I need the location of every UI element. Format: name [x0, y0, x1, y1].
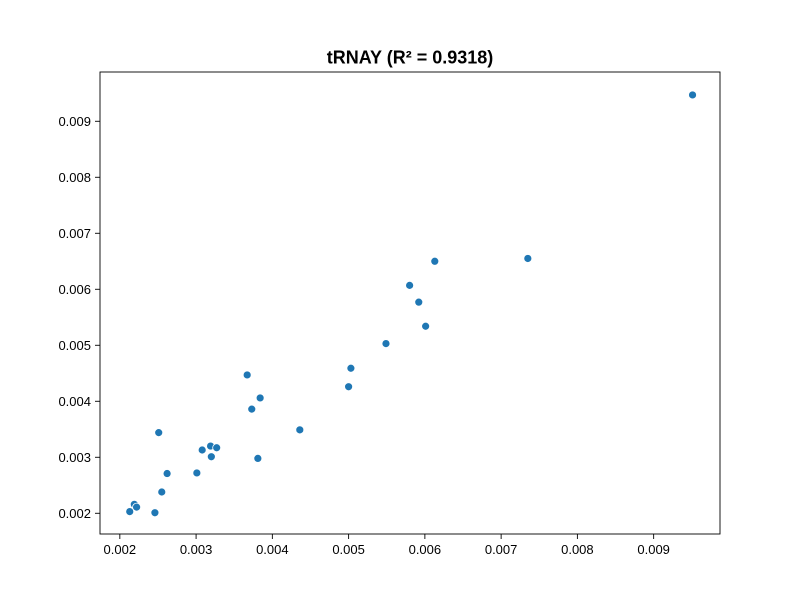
data-point: [430, 256, 440, 266]
data-point: [688, 90, 697, 100]
data-point: [206, 452, 216, 462]
data-point: [242, 370, 252, 380]
x-tick-label: 0.008: [561, 542, 594, 557]
data-point: [125, 507, 135, 517]
data-point: [162, 469, 172, 478]
chart-title: tRNAY (R² = 0.9318): [327, 48, 494, 68]
data-point: [346, 363, 356, 373]
data-point: [414, 297, 424, 307]
y-tick-label: 0.007: [58, 226, 91, 241]
data-point: [132, 502, 142, 512]
data-point: [344, 382, 354, 392]
x-tick-label: 0.006: [409, 542, 442, 557]
y-tick-label: 0.002: [58, 506, 91, 521]
x-tick-label: 0.007: [485, 542, 518, 557]
data-point: [157, 487, 167, 497]
x-tick-label: 0.004: [256, 542, 289, 557]
data-point: [523, 254, 533, 263]
y-tick-label: 0.003: [58, 450, 91, 465]
y-tick-label: 0.004: [58, 394, 91, 409]
data-point: [192, 468, 202, 478]
data-point: [247, 404, 257, 414]
data-point: [295, 425, 305, 435]
x-axis: 0.002 0.003 0.004 0.005 0.006 0.007 0.008 0.009: [104, 534, 670, 557]
data-point: [154, 428, 164, 438]
y-tick-label: 0.009: [58, 114, 91, 129]
y-tick-label: 0.006: [58, 282, 91, 297]
x-tick-label: 0.009: [637, 542, 670, 557]
data-point: [212, 443, 222, 453]
y-tick-label: 0.005: [58, 338, 91, 353]
data-point: [253, 453, 263, 463]
data-point: [150, 508, 160, 518]
data-point: [381, 339, 391, 349]
data-point: [405, 280, 415, 290]
data-point: [197, 445, 207, 455]
x-tick-label: 0.005: [332, 542, 365, 557]
data-point: [255, 393, 265, 403]
plot-frame: [99, 71, 721, 535]
y-tick-label: 0.008: [58, 170, 91, 185]
x-tick-label: 0.003: [180, 542, 213, 557]
scatter-points: [125, 90, 697, 518]
data-point: [421, 321, 431, 331]
y-axis: 0.002 0.003 0.004 0.005 0.006 0.007 0.008 0.009: [58, 114, 100, 521]
x-tick-label: 0.002: [104, 542, 137, 557]
